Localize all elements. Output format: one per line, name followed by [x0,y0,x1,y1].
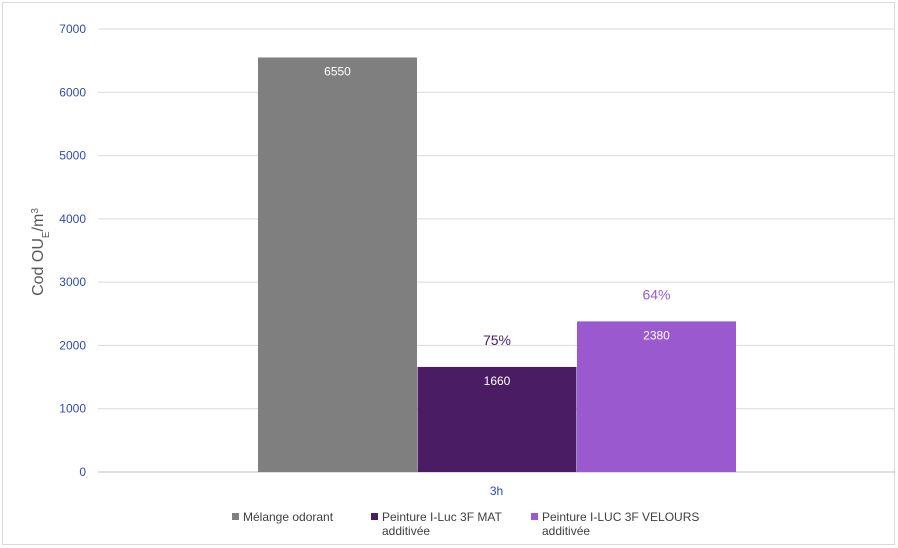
legend-swatch [232,513,239,520]
legend-swatch [371,513,378,520]
legend-label: additivée [542,524,590,538]
y-axis-ticks: 0 1000 2000 3000 4000 5000 6000 7000 [59,22,86,479]
y-tick-label: 7000 [59,22,86,36]
y-axis-title: Cod OUE/m3 [30,208,52,296]
bar [417,366,577,472]
y-axis-title: Cod OUE/m3 [30,208,52,296]
legend: Mélange odorant Peinture I-Luc 3F MATaddi… [232,510,699,538]
x-axis-categories: 3h [490,484,503,498]
y-tick-label: 3000 [59,275,86,289]
legend-label: Peinture I-LUC 3F VELOURS [542,510,699,524]
y-tick-label: 5000 [59,149,86,163]
data-labels: 6550 1660 75% 2380 64% [324,64,670,387]
gridlines [98,28,895,473]
bar-percent-annotation: 75% [483,332,511,348]
legend-label: Mélange odorant [243,510,334,524]
legend-swatch [531,513,538,520]
bar-value-label: 1660 [484,374,511,388]
bar-value-label: 2380 [643,328,670,342]
bar [577,321,736,472]
y-tick-label: 4000 [59,212,86,226]
legend-label: Peinture I-Luc 3F MAT [382,510,502,524]
y-tick-label: 2000 [59,338,86,352]
y-tick-label: 0 [79,465,86,479]
legend-label: additivée [382,524,430,538]
bar [258,57,417,472]
y-tick-label: 1000 [59,402,86,416]
x-category-label: 3h [490,484,503,498]
bar-percent-annotation: 64% [642,286,670,302]
bar-value-label: 6550 [324,64,351,78]
y-tick-label: 6000 [59,85,86,99]
bars [258,57,736,472]
